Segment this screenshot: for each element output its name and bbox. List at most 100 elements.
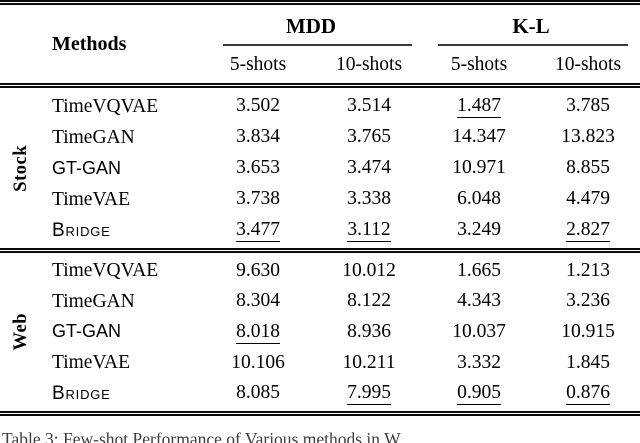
value: 3.249: [457, 219, 501, 240]
value-cell: 3.653: [200, 157, 316, 180]
method-label: GT-GAN: [52, 157, 122, 178]
value: 3.477: [236, 219, 280, 242]
value-cell: 10.211: [316, 352, 422, 375]
table-row: TimeGAN 3.834 3.765 14.347 13.823: [42, 122, 640, 153]
method-label: TimeVAE: [52, 188, 131, 210]
table-row: TimeVQVAE 9.630 10.012 1.665 1.213: [42, 256, 640, 287]
method-label-cell: TimeVQVAE: [42, 260, 200, 282]
value-cell: 4.343: [422, 290, 536, 313]
value: 8.936: [347, 320, 391, 342]
methods-column-header: Methods: [52, 32, 127, 55]
value-cell: 3.785: [536, 95, 640, 118]
table-row: GT-GAN 3.653 3.474 10.971 8.855: [42, 153, 640, 184]
value-cell: 6.048: [422, 188, 536, 211]
value: 9.630: [236, 259, 280, 281]
value-cell: 3.477: [200, 219, 316, 242]
value: 0.905: [457, 382, 501, 406]
value-cell: 2.827: [536, 219, 640, 242]
method-label: TimeGAN: [52, 290, 135, 312]
col-group-mdd-label: MDD: [285, 14, 337, 38]
value-cell: 8.936: [316, 321, 422, 344]
method-label: Bridge: [52, 382, 111, 404]
value-cell: 3.332: [422, 352, 536, 375]
rule-header-separator: [0, 83, 640, 88]
table-row: Bridge 3.477 3.112 3.249 2.827: [42, 215, 640, 246]
value: 0.876: [566, 382, 610, 406]
value-cell: 1.213: [536, 260, 640, 283]
rule-block-separator: [0, 248, 640, 253]
group-label-stock: Stock: [10, 144, 31, 192]
subheader-kl-5shots: 5-shots: [450, 53, 508, 75]
method-label-cell: TimeVAE: [42, 189, 200, 211]
col-group-mdd: MDD: [200, 5, 422, 46]
table-row: TimeVQVAE 3.502 3.514 1.487 3.785: [42, 91, 640, 122]
cmidrule-kl: [438, 44, 628, 46]
value-cell: 8.304: [200, 290, 316, 313]
group-stock: Stock TimeVQVAE 3.502 3.514 1.487 3.785 …: [0, 88, 640, 248]
value: 3.112: [347, 219, 391, 242]
value-cell: 10.915: [536, 321, 640, 344]
value-cell: 3.474: [316, 157, 422, 180]
method-label: Bridge: [52, 219, 111, 241]
value: 3.653: [236, 157, 280, 178]
group-label-stock-cell: Stock: [0, 88, 42, 248]
value-cell: 7.995: [316, 382, 422, 406]
value-cell: 0.905: [422, 382, 536, 406]
value-cell: 14.347: [422, 126, 536, 149]
value-cell: 8.018: [200, 321, 316, 344]
subheader-kl-10shots: 10-shots: [554, 53, 622, 75]
value: 8.122: [347, 290, 391, 312]
value-cell: 3.338: [316, 188, 422, 211]
table-row: TimeGAN 8.304 8.122 4.343 3.236: [42, 287, 640, 318]
value: 10.037: [452, 320, 506, 342]
value: 3.785: [566, 95, 610, 116]
table-caption-clipped: Table 3: Few-shot Performance of Various…: [2, 429, 401, 443]
value-cell: 8.085: [200, 382, 316, 405]
table-row: GT-GAN 8.018 8.936 10.037 10.915: [42, 317, 640, 348]
value: 1.665: [457, 259, 501, 281]
method-label: TimeVAE: [52, 352, 131, 374]
value-cell: 4.479: [536, 188, 640, 211]
value-cell: 1.845: [536, 352, 640, 375]
value-cell: 3.502: [200, 95, 316, 118]
method-label-cell: TimeVQVAE: [42, 96, 200, 118]
value: 10.211: [342, 351, 396, 373]
group-label-web: Web: [10, 313, 31, 351]
method-label-cell: Bridge: [42, 383, 200, 405]
table-row: Bridge 8.085 7.995 0.905 0.876: [42, 378, 640, 409]
method-label-cell: TimeVAE: [42, 352, 200, 374]
value-cell: 9.630: [200, 260, 316, 283]
value: 3.474: [347, 157, 391, 178]
group-stock-rows: TimeVQVAE 3.502 3.514 1.487 3.785 TimeGA…: [42, 88, 640, 248]
value: 3.514: [347, 95, 391, 116]
cmidrule-mdd: [223, 44, 412, 46]
value-cell: 3.249: [422, 219, 536, 242]
value-cell: 8.122: [316, 290, 422, 313]
value-cell: 3.765: [316, 126, 422, 149]
subheader-mdd-10shots: 10-shots: [335, 53, 403, 75]
value-cell: 3.834: [200, 126, 316, 149]
value-cell: 10.012: [316, 260, 422, 283]
col-group-kl: K-L: [422, 5, 640, 46]
table-row: TimeVAE 3.738 3.338 6.048 4.479: [42, 184, 640, 215]
rule-bottom: [0, 411, 640, 416]
value: 10.106: [231, 351, 285, 373]
value: 1.213: [566, 259, 610, 281]
value-cell: 8.855: [536, 157, 640, 180]
value: 3.236: [566, 290, 610, 312]
col-group-kl-label: K-L: [512, 14, 550, 38]
group-web-rows: TimeVQVAE 9.630 10.012 1.665 1.213 TimeG…: [42, 253, 640, 411]
value: 8.085: [236, 382, 280, 404]
value-cell: 3.236: [536, 290, 640, 313]
value-cell: 1.665: [422, 260, 536, 283]
value: 14.347: [452, 126, 506, 147]
value-cell: 13.823: [536, 126, 640, 149]
value: 6.048: [457, 188, 501, 209]
value: 7.995: [347, 382, 391, 406]
value: 3.834: [236, 126, 280, 147]
value: 4.479: [566, 188, 610, 209]
value: 10.012: [342, 259, 396, 281]
value: 8.304: [236, 290, 280, 312]
value: 1.845: [566, 351, 610, 373]
